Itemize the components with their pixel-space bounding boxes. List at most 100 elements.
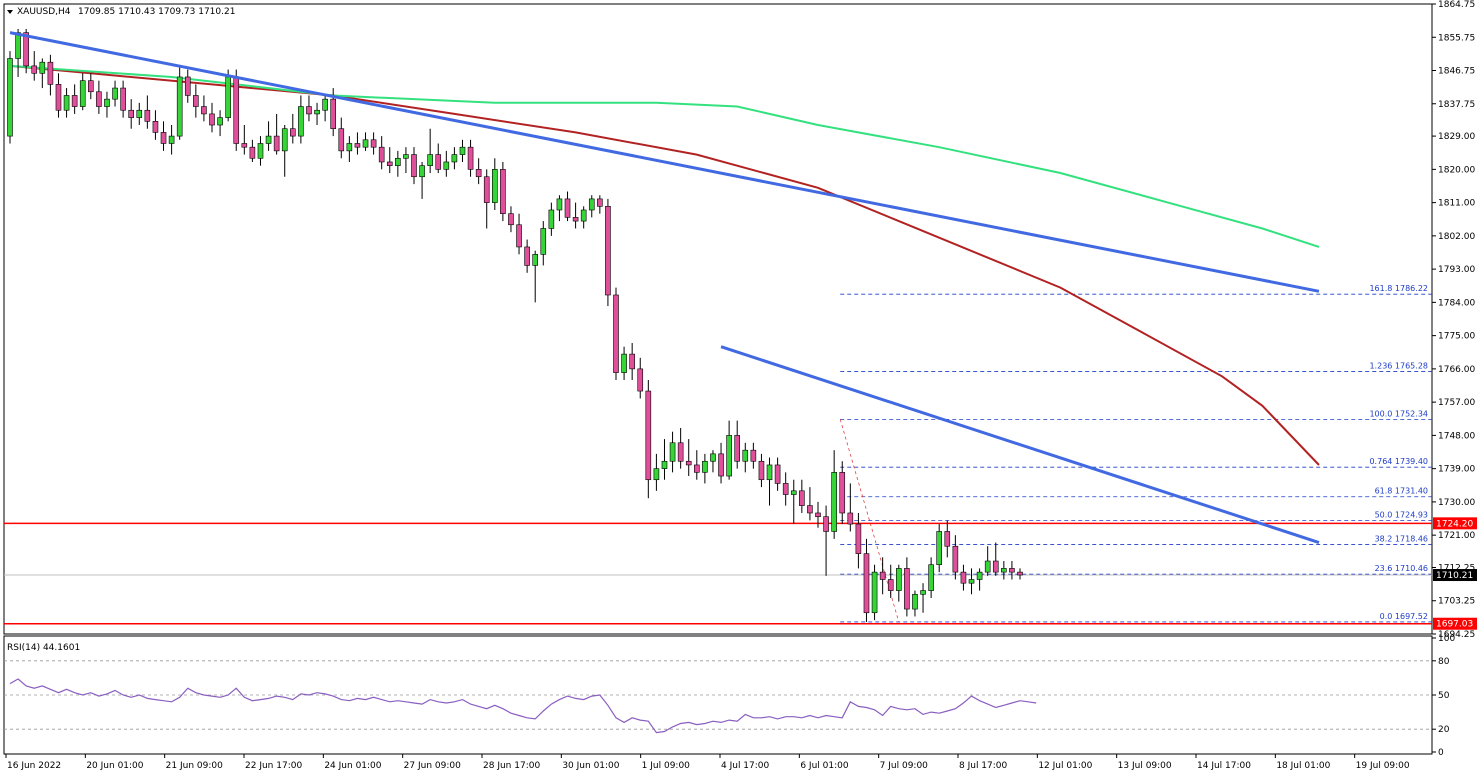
candle-body bbox=[782, 483, 789, 495]
time-tick-label: 27 Jun 09:00 bbox=[404, 761, 461, 771]
candle-body bbox=[386, 161, 393, 166]
candle-body bbox=[467, 146, 474, 170]
candle-body bbox=[1001, 568, 1007, 573]
price-axis[interactable]: 1864.75 1855.75 1846.75 1837.75 1829.00 1820.… bbox=[1432, 0, 1477, 640]
fib-level-label: 0.764 1739.40 bbox=[1369, 457, 1428, 466]
price-tick-label: 1748.00 bbox=[1438, 431, 1475, 441]
candle-body bbox=[459, 146, 466, 155]
price-plot-area[interactable]: 161.8 1786.22 1.236 1765.28 100.0 1752.34 0… bbox=[3, 3, 1433, 635]
time-tick-label: 13 Jul 09:00 bbox=[1118, 761, 1172, 771]
price-tick-label: 1811.00 bbox=[1438, 199, 1475, 209]
candle-body bbox=[314, 109, 320, 115]
candle-body bbox=[669, 442, 676, 462]
horizontal-levels-layer bbox=[4, 522, 1432, 625]
price-tick-label: 1775.00 bbox=[1438, 332, 1475, 342]
candle-body bbox=[920, 590, 926, 595]
fib-level-label: 61.8 1731.40 bbox=[1375, 487, 1428, 496]
fib-level-label: 1.236 1765.28 bbox=[1369, 362, 1428, 371]
price-tick-label: 1766.00 bbox=[1438, 365, 1475, 375]
candle-body bbox=[39, 61, 46, 74]
candle-body bbox=[225, 76, 231, 118]
candle-body bbox=[209, 113, 215, 126]
candle-body bbox=[540, 228, 547, 255]
candle-body bbox=[556, 198, 563, 211]
candle-body bbox=[411, 154, 417, 178]
candle-body bbox=[855, 523, 862, 554]
candle-body bbox=[354, 143, 361, 148]
trendline bbox=[9, 31, 1320, 293]
candle-body bbox=[1017, 571, 1023, 576]
candle-body bbox=[605, 206, 611, 296]
candle-body bbox=[79, 80, 86, 107]
candle-body bbox=[887, 579, 894, 591]
symbol-timeframe-label: XAUUSD,H4 bbox=[17, 7, 71, 17]
time-tick-label: 18 Jul 01:00 bbox=[1276, 761, 1330, 771]
candle-body bbox=[378, 146, 385, 163]
price-tick-label: 1802.00 bbox=[1438, 232, 1475, 242]
candle-body bbox=[306, 106, 312, 115]
candle-body bbox=[23, 32, 29, 67]
candle-body bbox=[55, 84, 62, 111]
candle-body bbox=[718, 453, 724, 477]
candle-body bbox=[685, 460, 692, 466]
candle-body bbox=[338, 128, 345, 152]
price-tick-label: 1694.25 bbox=[1438, 630, 1475, 640]
time-tick-label: 8 Jul 17:00 bbox=[959, 761, 1008, 771]
candle-body bbox=[144, 109, 151, 122]
candle-body bbox=[653, 468, 660, 481]
time-tick-label: 28 Jun 17:00 bbox=[483, 761, 540, 771]
time-axis[interactable]: 16 Jun 2022 20 Jun 01:00 21 Jun 09:00 22 Ju… bbox=[5, 754, 1410, 771]
candle-body bbox=[645, 390, 652, 481]
candle-body bbox=[524, 246, 530, 266]
candle-body bbox=[734, 435, 741, 462]
price-tick-label: 1784.00 bbox=[1438, 298, 1475, 308]
candle-body bbox=[621, 353, 627, 373]
moving-average-line bbox=[9, 64, 1320, 466]
candle-body bbox=[47, 61, 54, 85]
collapse-triangle-icon[interactable] bbox=[7, 10, 13, 14]
candle-body bbox=[15, 32, 21, 59]
candle-body bbox=[774, 464, 781, 484]
candle-body bbox=[112, 87, 118, 100]
price-tick-label: 1837.75 bbox=[1438, 100, 1475, 110]
candle-body bbox=[265, 135, 272, 144]
candle-body bbox=[992, 560, 999, 573]
candle-body bbox=[766, 464, 773, 481]
price-plot-frame bbox=[3, 3, 1433, 635]
candle-body bbox=[370, 139, 377, 148]
candle-body bbox=[96, 91, 102, 107]
candle-body bbox=[984, 560, 991, 573]
time-tick-label: 7 Jul 09:00 bbox=[880, 761, 929, 771]
candle-body bbox=[936, 531, 943, 566]
candle-body bbox=[160, 132, 167, 144]
price-tick-label: 1730.00 bbox=[1438, 498, 1475, 508]
fib-level-label: 0.0 1697.52 bbox=[1380, 612, 1428, 621]
candle-body bbox=[168, 135, 175, 144]
candle-body bbox=[968, 579, 975, 584]
candle-body bbox=[516, 224, 522, 248]
candle-body bbox=[273, 135, 280, 152]
candles-layer bbox=[7, 28, 1023, 622]
candle-body bbox=[483, 176, 490, 203]
price-tick-label: 1846.75 bbox=[1438, 67, 1475, 77]
candle-body bbox=[508, 213, 514, 226]
price-level-tag bbox=[1433, 517, 1477, 530]
candle-body bbox=[241, 143, 248, 148]
candle-body bbox=[710, 453, 716, 462]
candle-body bbox=[661, 460, 668, 469]
candle-body bbox=[88, 80, 94, 93]
candle-body bbox=[629, 353, 635, 370]
candle-body bbox=[176, 76, 183, 137]
rsi-tick-label: 20 bbox=[1438, 725, 1450, 735]
candle-body bbox=[1009, 568, 1015, 573]
time-tick-label: 16 Jun 2022 bbox=[7, 761, 61, 771]
price-tick-label: 1820.00 bbox=[1438, 165, 1475, 175]
price-tick-label: 1829.00 bbox=[1438, 132, 1475, 142]
rsi-tick-label: 50 bbox=[1438, 691, 1450, 701]
candle-body bbox=[362, 139, 369, 148]
candle-body bbox=[847, 512, 854, 525]
candle-body bbox=[451, 154, 458, 163]
time-tick-label: 30 Jun 01:00 bbox=[562, 761, 619, 771]
